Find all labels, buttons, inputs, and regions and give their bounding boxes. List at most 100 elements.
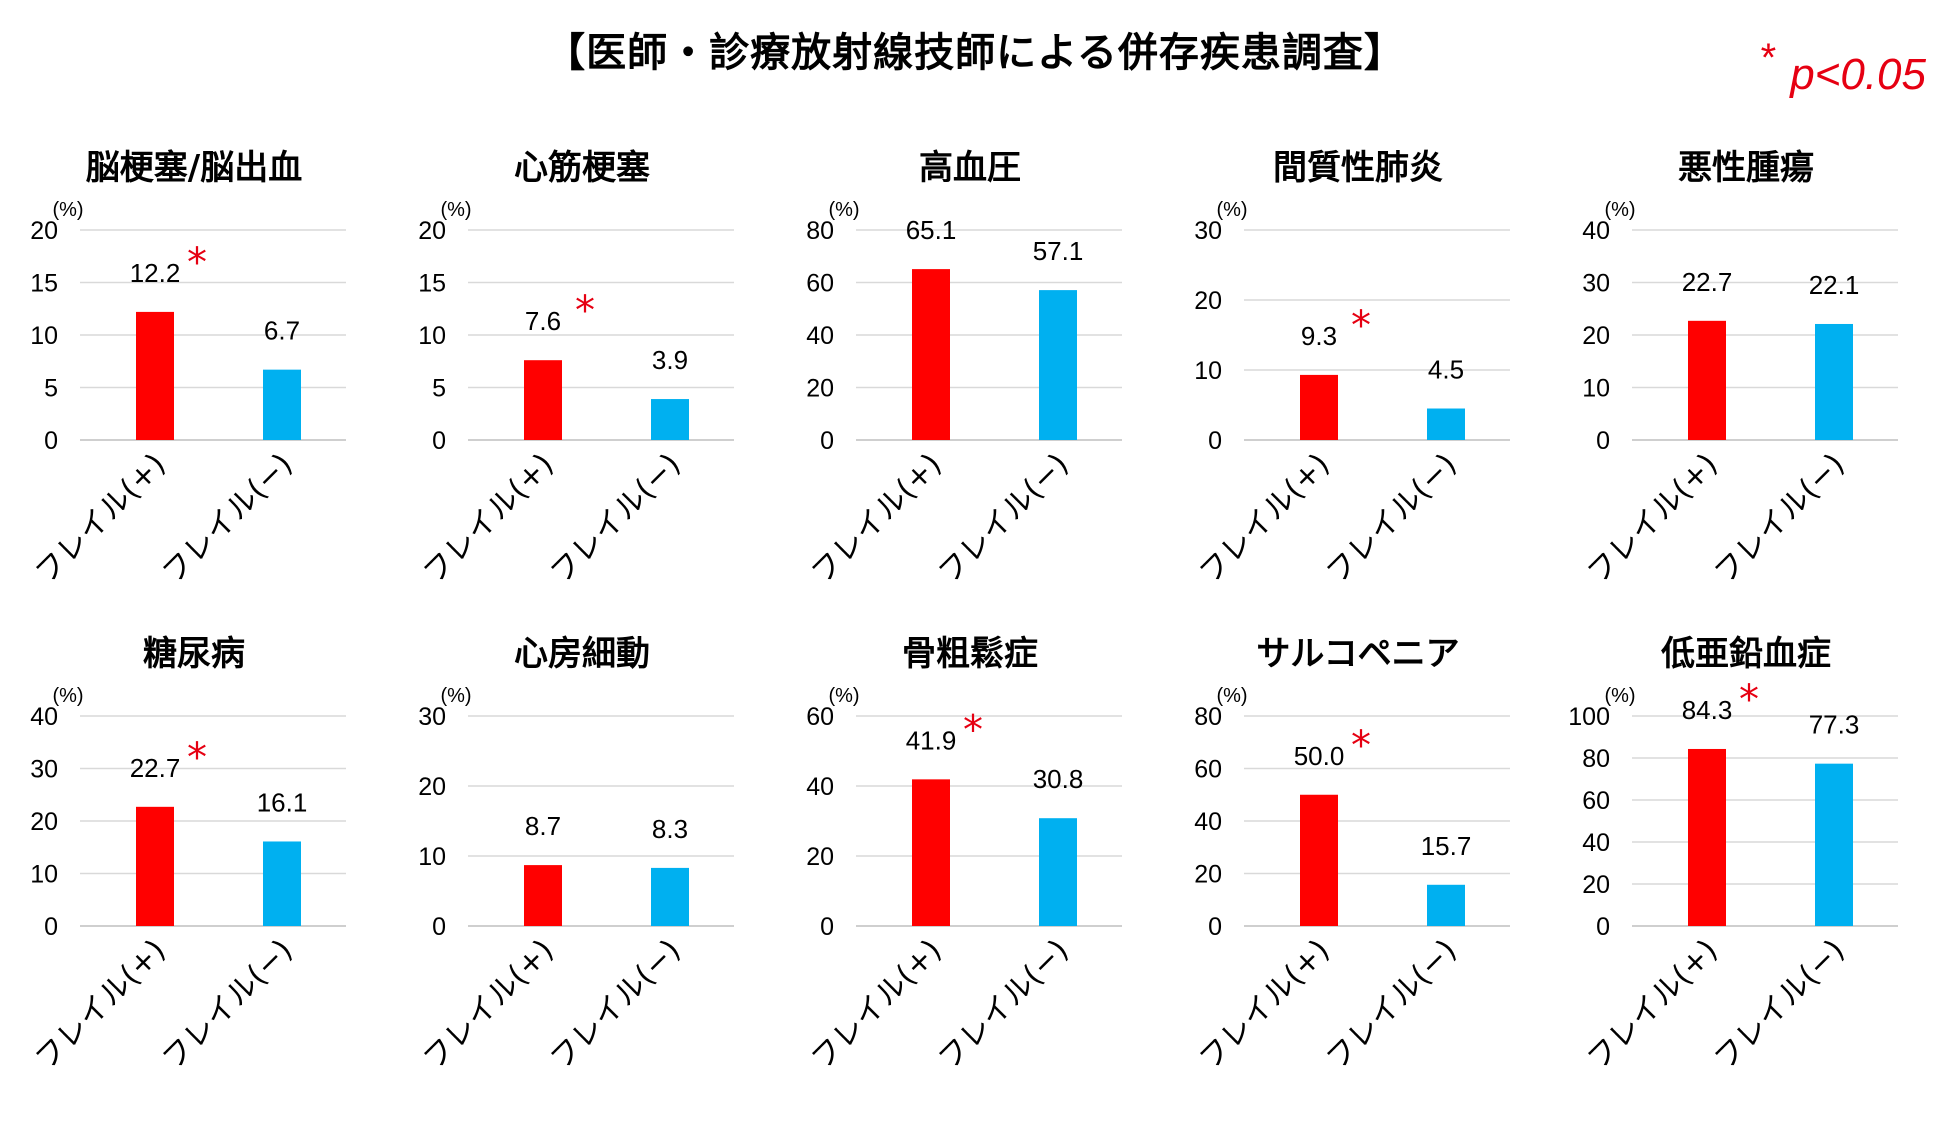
bar-frail-plus: [1688, 748, 1726, 926]
significance-legend: * p<0.05: [1761, 36, 1926, 100]
chart-panel: 低亜鉛血症 (%) 0 20 40 60 80 100 84.3 * 77.3 フレイル(+) フレイル…: [1552, 616, 1940, 1136]
data-label: 8.7: [525, 811, 561, 841]
significance-star: *: [1760, 36, 1777, 80]
x-category-label: フレイル(+): [417, 933, 561, 1077]
significance-star: *: [963, 707, 983, 753]
bar-frail-plus: [1300, 794, 1338, 926]
data-label: 4.5: [1428, 355, 1464, 385]
y-tick-label: 20: [1582, 322, 1610, 350]
data-label: 9.3: [1301, 321, 1337, 351]
data-label: 6.7: [264, 316, 300, 346]
bar-frail-minus: [263, 369, 301, 440]
y-tick-label: 20: [418, 773, 446, 801]
chart-svg: (%) 0 10 20 30 8.7 8.3 フレイル(+)フレイル(−): [417, 685, 734, 1077]
y-tick-label: 80: [806, 217, 834, 245]
chart-svg: (%) 0 20 40 60 80 100 84.3 * 77.3 フレイル(+)フレイル(−): [1568, 677, 1898, 1077]
x-category-label: フレイル(−): [544, 447, 688, 591]
x-category-label: フレイル(+): [805, 933, 949, 1077]
significance-star: *: [187, 240, 207, 286]
x-category-label: フレイル(−): [156, 933, 300, 1077]
y-tick-label: 40: [1194, 808, 1222, 836]
data-label: 22.1: [1809, 270, 1860, 300]
x-category-label: フレイル(+): [1193, 933, 1337, 1077]
bar-frail-plus: [524, 360, 562, 440]
y-tick-label: 10: [418, 322, 446, 350]
y-tick-label: 30: [1194, 217, 1222, 245]
bar-frail-plus: [136, 806, 174, 926]
y-unit-label: (%): [1604, 685, 1635, 707]
y-tick-label: 5: [44, 375, 58, 403]
bar-frail-minus: [651, 867, 689, 926]
x-category-label: フレイル(+): [29, 933, 173, 1077]
x-category-label: フレイル(−): [1320, 447, 1464, 591]
chart-title: 悪性腫瘍: [1678, 148, 1814, 188]
x-category-label: フレイル(−): [1320, 933, 1464, 1077]
y-tick-label: 20: [30, 217, 58, 245]
y-tick-label: 0: [820, 427, 834, 455]
chart-svg: (%) 0 10 20 30 40 22.7 22.1 フレイル(+)フレイル(−): [1581, 199, 1898, 591]
data-label: 16.1: [257, 787, 308, 817]
y-tick-label: 30: [418, 703, 446, 731]
y-tick-label: 10: [418, 843, 446, 871]
data-label: 57.1: [1033, 236, 1084, 266]
y-tick-label: 15: [30, 270, 58, 298]
x-category-label: フレイル(+): [417, 447, 561, 591]
significance-star: *: [575, 288, 595, 334]
chart-title: 骨粗鬆症: [902, 634, 1038, 674]
data-label: 22.7: [1682, 267, 1733, 297]
y-tick-label: 30: [30, 756, 58, 784]
chart-title: 糖尿病: [143, 634, 245, 674]
bar-frail-plus: [524, 865, 562, 926]
data-label: 8.3: [652, 814, 688, 844]
chart-title: 間質性肺炎: [1273, 148, 1443, 188]
y-tick-label: 0: [44, 427, 58, 455]
bar-frail-plus: [1300, 374, 1338, 440]
chart-panel: 間質性肺炎 (%) 0 10 20 30 9.3 * 4.5 フレイル(+) フレイル(−): [1164, 130, 1552, 650]
bar-frail-minus: [651, 399, 689, 440]
bar-frail-minus: [1427, 884, 1465, 926]
y-unit-label: (%): [828, 199, 859, 221]
y-tick-label: 0: [1596, 913, 1610, 941]
x-category-label: フレイル(−): [544, 933, 688, 1077]
chart-svg: (%) 0 20 40 60 41.9 * 30.8 フレイル(+)フレイル(−): [805, 685, 1122, 1077]
y-tick-label: 80: [1582, 745, 1610, 773]
chart-title: 心筋梗塞: [514, 148, 650, 188]
chart-panel: サルコペニア (%) 0 20 40 60 80 50.0 * 15.7 フレイル(+) フレイル(−…: [1164, 616, 1552, 1136]
data-label: 41.9: [906, 725, 957, 755]
y-tick-label: 80: [1194, 703, 1222, 731]
y-tick-label: 0: [820, 913, 834, 941]
x-category-label: フレイル(+): [29, 447, 173, 591]
bar-frail-plus: [136, 311, 174, 440]
y-tick-label: 60: [806, 270, 834, 298]
significance-star: *: [1351, 723, 1371, 769]
y-tick-label: 20: [418, 217, 446, 245]
y-tick-label: 40: [1582, 829, 1610, 857]
chart-panel: 悪性腫瘍 (%) 0 10 20 30 40 22.7 22.1 フレイル(+) フレイル(−): [1552, 130, 1940, 650]
chart-title: 脳梗塞/脳出血: [85, 148, 303, 188]
x-category-label: フレイル(−): [1708, 447, 1852, 591]
y-unit-label: (%): [52, 199, 83, 221]
y-tick-label: 10: [30, 322, 58, 350]
data-label: 3.9: [652, 345, 688, 375]
data-label: 77.3: [1809, 710, 1860, 740]
y-tick-label: 20: [1194, 861, 1222, 889]
y-tick-label: 40: [806, 322, 834, 350]
bar-frail-minus: [1427, 408, 1465, 440]
bar-frail-minus: [1815, 323, 1853, 440]
y-tick-label: 20: [30, 808, 58, 836]
y-tick-label: 0: [44, 913, 58, 941]
bar-frail-minus: [1815, 763, 1853, 926]
y-tick-label: 20: [806, 843, 834, 871]
y-tick-label: 20: [806, 375, 834, 403]
y-tick-label: 40: [1582, 217, 1610, 245]
y-tick-label: 15: [418, 270, 446, 298]
x-category-label: フレイル(−): [1708, 933, 1852, 1077]
data-label: 12.2: [130, 258, 181, 288]
y-unit-label: (%): [440, 685, 471, 707]
x-category-label: フレイル(+): [1193, 447, 1337, 591]
y-tick-label: 0: [1208, 427, 1222, 455]
x-category-label: フレイル(−): [932, 933, 1076, 1077]
chart-title: 高血圧: [919, 148, 1021, 188]
data-label: 15.7: [1421, 831, 1472, 861]
y-tick-label: 20: [1582, 871, 1610, 899]
